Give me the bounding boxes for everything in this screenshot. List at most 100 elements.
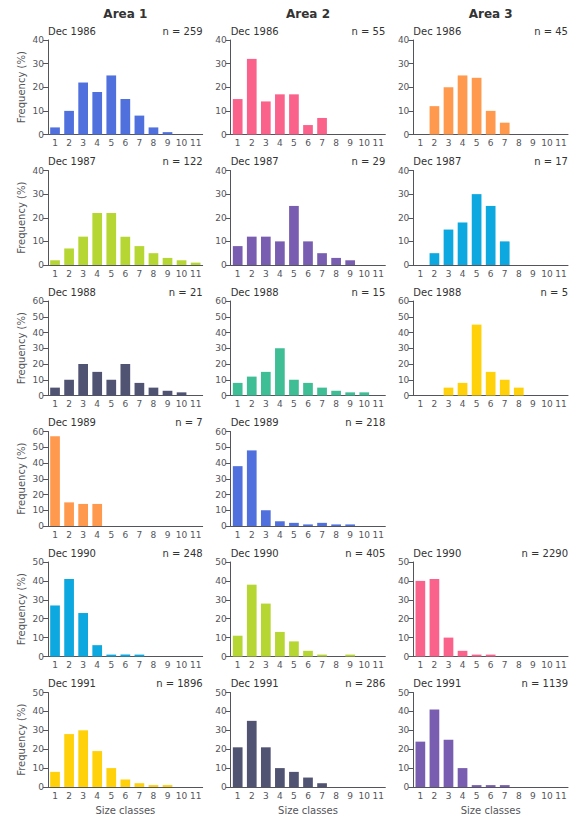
svg-text:1: 1 [52, 269, 58, 279]
svg-text:2: 2 [66, 530, 72, 540]
svg-text:n = 2290: n = 2290 [521, 548, 568, 559]
svg-text:10: 10 [398, 236, 410, 246]
svg-text:Size classes: Size classes [278, 805, 338, 816]
svg-text:3: 3 [446, 269, 452, 279]
svg-text:10: 10 [33, 236, 45, 246]
svg-text:5: 5 [291, 530, 297, 540]
svg-text:40: 40 [398, 576, 410, 586]
svg-text:50: 50 [33, 442, 45, 452]
svg-text:10: 10 [176, 399, 188, 409]
svg-text:7: 7 [137, 660, 143, 670]
svg-text:n = 1139: n = 1139 [521, 678, 568, 689]
svg-text:10: 10 [33, 106, 45, 116]
svg-text:8: 8 [516, 399, 522, 409]
svg-text:4: 4 [94, 660, 100, 670]
svg-text:1: 1 [52, 399, 58, 409]
svg-text:3: 3 [80, 138, 86, 148]
svg-text:11: 11 [373, 530, 384, 540]
svg-text:4: 4 [460, 138, 466, 148]
svg-text:50: 50 [215, 312, 227, 322]
svg-text:Frequency (%): Frequency (%) [16, 51, 27, 123]
svg-text:Dec 1986: Dec 1986 [231, 26, 279, 37]
svg-text:9: 9 [165, 269, 171, 279]
svg-text:0: 0 [404, 652, 410, 662]
svg-text:4: 4 [94, 269, 100, 279]
svg-text:6: 6 [122, 530, 128, 540]
svg-text:8: 8 [516, 791, 522, 801]
svg-text:n = 286: n = 286 [345, 678, 385, 689]
svg-text:1: 1 [235, 791, 241, 801]
svg-text:30: 30 [33, 725, 45, 735]
svg-text:20: 20 [398, 614, 410, 624]
svg-text:3: 3 [263, 791, 269, 801]
svg-text:1: 1 [417, 791, 423, 801]
svg-text:4: 4 [460, 660, 466, 670]
svg-text:0: 0 [404, 260, 410, 270]
svg-text:9: 9 [165, 660, 171, 670]
svg-text:2: 2 [432, 791, 438, 801]
svg-text:10: 10 [215, 505, 227, 515]
svg-text:20: 20 [398, 359, 410, 369]
svg-text:30: 30 [398, 595, 410, 605]
svg-text:9: 9 [530, 138, 536, 148]
svg-text:10: 10 [33, 763, 45, 773]
svg-text:5: 5 [474, 269, 480, 279]
svg-text:Area 3: Area 3 [469, 7, 513, 21]
svg-text:4: 4 [277, 399, 283, 409]
svg-text:11: 11 [555, 399, 566, 409]
svg-text:20: 20 [398, 82, 410, 92]
svg-text:40: 40 [33, 706, 45, 716]
svg-text:Dec 1990: Dec 1990 [48, 548, 96, 559]
svg-text:50: 50 [398, 557, 410, 567]
svg-text:8: 8 [333, 791, 339, 801]
svg-text:5: 5 [474, 660, 480, 670]
svg-text:9: 9 [530, 269, 536, 279]
svg-text:n = 1896: n = 1896 [156, 678, 203, 689]
svg-text:40: 40 [398, 328, 410, 338]
svg-text:6: 6 [488, 269, 494, 279]
svg-text:9: 9 [165, 138, 171, 148]
svg-text:30: 30 [33, 474, 45, 484]
svg-text:6: 6 [488, 138, 494, 148]
svg-text:30: 30 [33, 59, 45, 69]
svg-text:5: 5 [474, 791, 480, 801]
svg-text:6: 6 [305, 269, 311, 279]
svg-text:20: 20 [215, 82, 227, 92]
svg-text:30: 30 [215, 59, 227, 69]
svg-text:10: 10 [359, 269, 371, 279]
svg-text:Dec 1987: Dec 1987 [231, 156, 279, 167]
svg-text:Size classes: Size classes [461, 805, 521, 816]
svg-text:9: 9 [347, 138, 353, 148]
svg-text:8: 8 [516, 138, 522, 148]
svg-text:50: 50 [398, 312, 410, 322]
svg-text:40: 40 [398, 35, 410, 45]
svg-text:30: 30 [33, 595, 45, 605]
svg-text:10: 10 [359, 791, 371, 801]
svg-text:8: 8 [333, 530, 339, 540]
svg-text:10: 10 [398, 633, 410, 643]
svg-text:3: 3 [80, 399, 86, 409]
svg-text:1: 1 [52, 530, 58, 540]
svg-text:11: 11 [190, 791, 201, 801]
svg-text:9: 9 [347, 791, 353, 801]
svg-text:Frequency (%): Frequency (%) [16, 573, 27, 645]
svg-text:0: 0 [38, 521, 44, 531]
svg-text:11: 11 [190, 660, 201, 670]
svg-text:2: 2 [66, 269, 72, 279]
svg-text:6: 6 [488, 660, 494, 670]
svg-text:n = 17: n = 17 [534, 156, 568, 167]
svg-text:Frequency (%): Frequency (%) [16, 312, 27, 384]
svg-text:5: 5 [108, 660, 114, 670]
svg-text:Dec 1990: Dec 1990 [413, 548, 461, 559]
svg-text:6: 6 [122, 791, 128, 801]
svg-text:3: 3 [263, 138, 269, 148]
svg-text:3: 3 [80, 791, 86, 801]
svg-text:4: 4 [94, 791, 100, 801]
svg-text:2: 2 [432, 399, 438, 409]
svg-text:2: 2 [249, 138, 255, 148]
svg-text:8: 8 [333, 660, 339, 670]
svg-text:10: 10 [215, 236, 227, 246]
svg-text:5: 5 [108, 138, 114, 148]
svg-text:9: 9 [347, 399, 353, 409]
svg-text:4: 4 [460, 269, 466, 279]
